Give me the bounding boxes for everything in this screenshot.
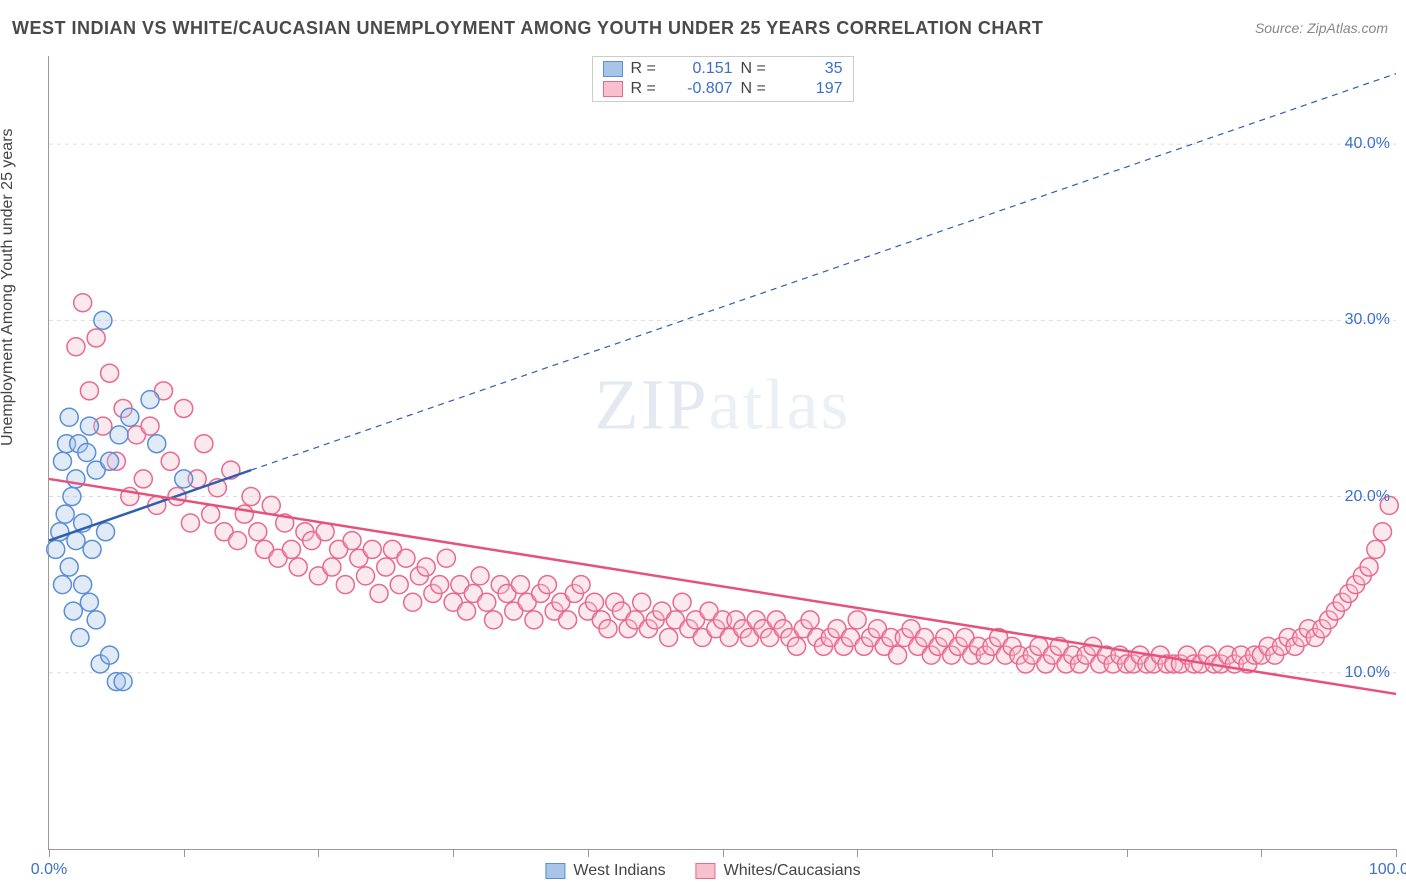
plot-area: ZIPatlas R = 0.151 N = 35 R = -0.807 N =… (48, 56, 1396, 850)
legend-item-west-indian: West Indians (545, 862, 665, 880)
swatch-west-indian-icon (545, 863, 565, 879)
x-tick-label: 0.0% (31, 861, 67, 879)
chart-title: WEST INDIAN VS WHITE/CAUCASIAN UNEMPLOYM… (12, 18, 1043, 39)
y-tick-label: 10.0% (1345, 664, 1390, 682)
swatch-white (603, 81, 623, 97)
legend-item-white: Whites/Caucasians (696, 862, 861, 880)
chart-svg (49, 56, 1396, 849)
x-tick-label: 100.0% (1369, 861, 1406, 879)
correlation-legend: R = 0.151 N = 35 R = -0.807 N = 197 (592, 56, 854, 102)
y-tick-label: 30.0% (1345, 311, 1390, 329)
swatch-white-icon (696, 863, 716, 879)
legend-row-white: R = -0.807 N = 197 (593, 79, 853, 99)
y-axis-label: Unemployment Among Youth under 25 years (0, 128, 17, 446)
y-tick-label: 20.0% (1345, 488, 1390, 506)
source-credit: Source: ZipAtlas.com (1255, 20, 1388, 36)
series-legend: West Indians Whites/Caucasians (545, 862, 860, 880)
legend-row-west-indian: R = 0.151 N = 35 (593, 59, 853, 79)
swatch-west-indian (603, 61, 623, 77)
y-tick-label: 40.0% (1345, 135, 1390, 153)
